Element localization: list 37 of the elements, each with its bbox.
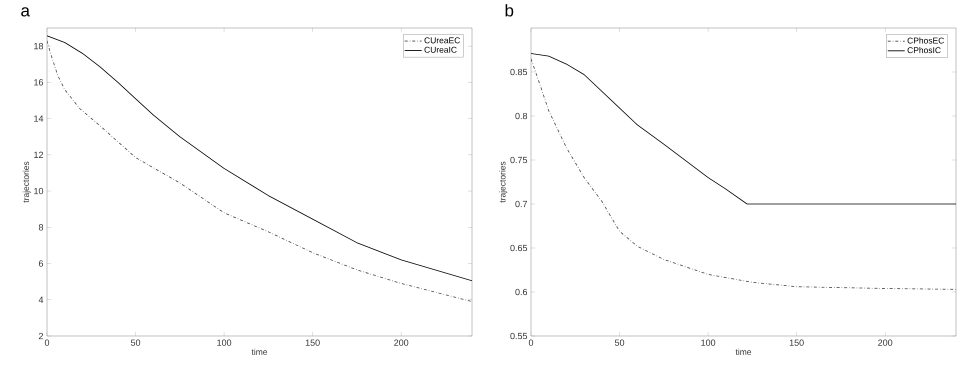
y-axis-title: trajectories	[22, 162, 31, 203]
y-tick-label: 6	[38, 260, 44, 267]
y-tick-label: 18	[34, 42, 44, 50]
y-tick-label: 0.75	[510, 156, 528, 164]
legend-label: CPhosEC	[908, 37, 944, 44]
y-tick-label: 0.7	[515, 200, 528, 208]
y-tick-label: 10	[34, 188, 44, 194]
x-tick-label: 50	[614, 340, 624, 346]
x-tick-label: 200	[878, 340, 892, 346]
y-tick-label: 4	[38, 296, 44, 303]
chart-title: a	[21, 7, 30, 17]
y-tick-label: 8	[38, 224, 44, 230]
y-tick-label: 2	[38, 332, 44, 340]
y-tick-label: 12	[34, 152, 44, 158]
line-series	[531, 58, 956, 290]
y-tick-label: 0.55	[510, 332, 528, 340]
x-tick-label: 0	[528, 340, 534, 346]
x-tick-label: 150	[790, 340, 804, 346]
legend-label: CPhosIC	[908, 46, 941, 54]
y-tick-label: 16	[34, 79, 44, 86]
y-tick-label: 0.6	[515, 288, 528, 296]
x-tick-label: 50	[130, 340, 140, 346]
x-tick-label: 100	[701, 340, 716, 346]
x-tick-label: 150	[306, 340, 320, 346]
y-tick-label: 14	[34, 115, 44, 122]
y-tick-label: 0.65	[510, 244, 528, 252]
x-tick-label: 0	[44, 340, 50, 346]
x-axis-title: time	[736, 348, 752, 355]
y-tick-label: 0.8	[515, 112, 528, 120]
x-axis-title: time	[252, 348, 268, 355]
x-tick-label: 100	[217, 340, 232, 346]
chart-title: b	[506, 4, 514, 17]
y-tick-label: 0.85	[510, 68, 528, 76]
y-axis-title: trajectories	[499, 162, 508, 203]
legend-label: CUreaEC	[424, 37, 460, 44]
x-tick-label: 200	[394, 340, 408, 346]
legend-label: CUreaIC	[424, 46, 457, 53]
